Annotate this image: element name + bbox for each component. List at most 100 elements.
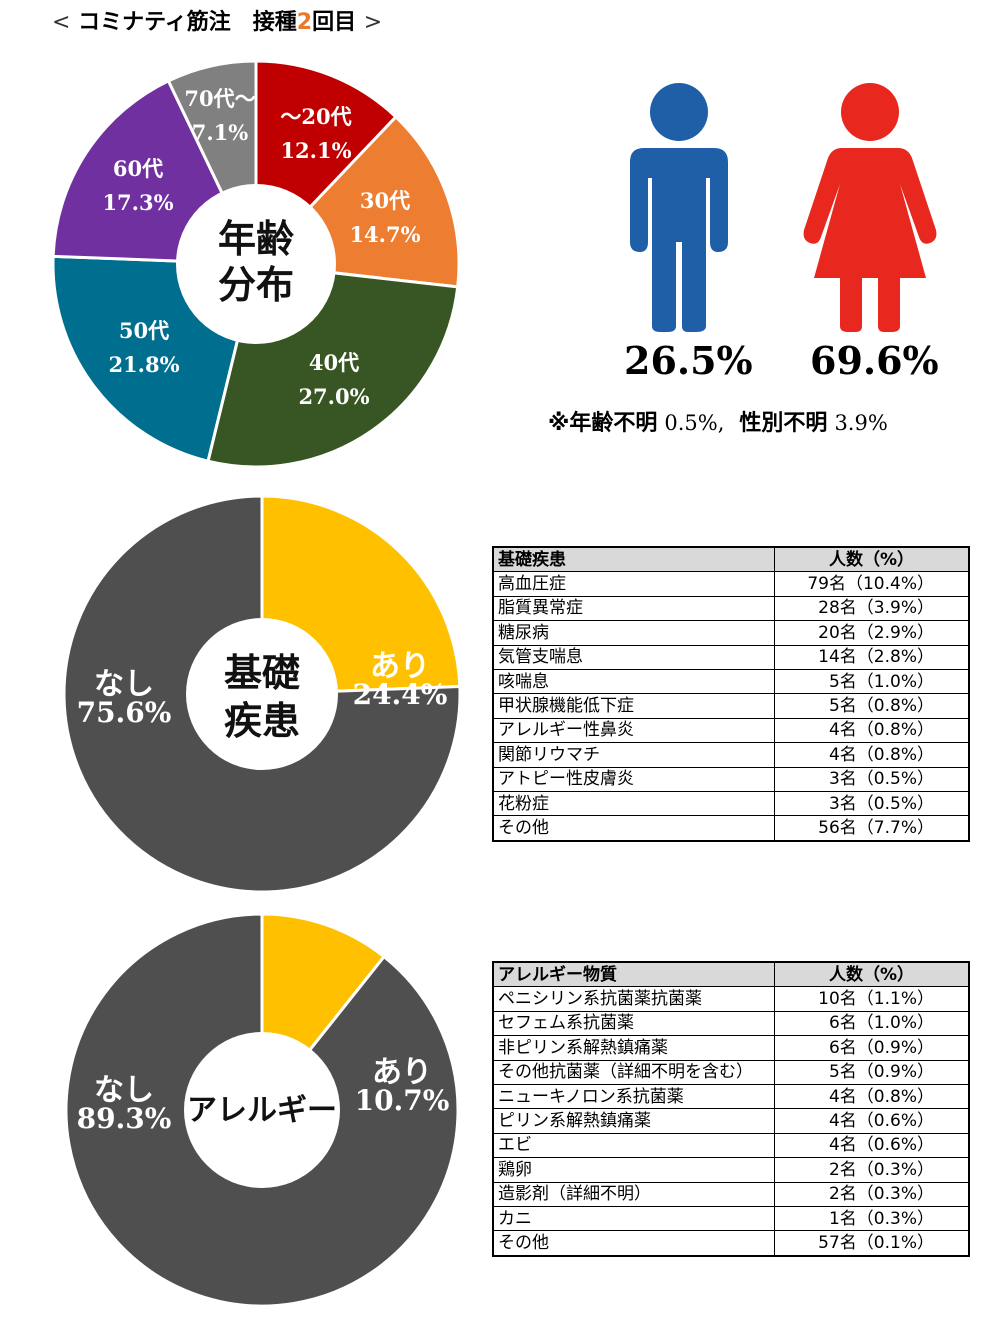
substance-name-cell: ピリン系解熱鎮痛薬 [492, 1108, 775, 1134]
table-header-count: 人数（%） [774, 961, 970, 988]
table-row: 高血圧症 79名（10.4%） [492, 571, 970, 597]
table-row: 甲状腺機能低下症 5名（0.8%） [492, 693, 970, 719]
category-label: なし [94, 1073, 154, 1108]
unknown-gender-label: 性別不明 [739, 411, 828, 436]
unknown-gender-value: 3.9% [834, 411, 888, 435]
female-person-icon [803, 83, 937, 332]
condition-count-cell: 4名（0.8%） [774, 717, 970, 744]
value-label: 24.4% [353, 678, 448, 711]
table-row: 造影剤（詳細不明） 2名（0.3%） [492, 1181, 970, 1207]
condition-name-cell: 関節リウマチ [492, 742, 775, 768]
category-label: 40代 [309, 350, 359, 375]
substance-count-cell: 5名（0.9%） [774, 1059, 970, 1085]
substance-count-cell: 2名（0.3%） [774, 1157, 970, 1183]
substance-name-cell: カニ [492, 1205, 775, 1232]
table-header-row: 基礎疾患 人数（%） [492, 546, 970, 573]
center-label: 基礎 [224, 651, 300, 695]
condition-count-cell: 3名（0.5%） [774, 790, 970, 817]
category-label: 30代 [360, 188, 410, 213]
center-label: 疾患 [224, 699, 300, 743]
substance-count-cell: 6名（1.0%） [774, 1010, 970, 1037]
value-label: 10.7% [355, 1084, 450, 1117]
substance-name-cell: その他 [492, 1230, 775, 1257]
table-row: エビ 4名（0.6%） [492, 1132, 970, 1159]
substance-name-cell: 非ピリン系解熱鎮痛薬 [492, 1035, 775, 1061]
title-open-bracket: < [52, 10, 71, 35]
substance-name-cell: セフェム系抗菌薬 [492, 1010, 775, 1037]
condition-name-cell: 咳喘息 [492, 668, 775, 695]
value-label: 17.3% [102, 190, 173, 215]
condition-count-cell: 5名（1.0%） [774, 668, 970, 695]
age-distribution-donut: 〜20代 12.1% 30代 14.7% 40代 27.0% 50代 21.8% 60代 17.3… [51, 59, 461, 469]
title-text: コミナティ筋注 接種 [78, 10, 297, 35]
allergy-table: アレルギー物質 人数（%） ペニシリン系抗菌薬抗菌薬 10名（1.1%） セフェム系… [492, 961, 970, 1257]
center-label: 年齢 [218, 217, 294, 261]
substance-name-cell: ペニシリン系抗菌薬抗菌薬 [492, 986, 775, 1012]
table-row: 咳喘息 5名（1.0%） [492, 668, 970, 695]
substance-count-cell: 4名（0.8%） [774, 1083, 970, 1110]
male-percentage: 26.5% [624, 338, 753, 383]
value-label: 89.3% [77, 1102, 172, 1135]
table-row: ニューキノロン系抗菌薬 4名（0.8%） [492, 1083, 970, 1110]
table-row: その他抗菌薬（詳細不明を含む） 5名（0.9%） [492, 1059, 970, 1085]
table-row: 非ピリン系解熱鎮痛薬 6名（0.9%） [492, 1035, 970, 1061]
underlying-disease-table: 基礎疾患 人数（%） 高血圧症 79名（10.4%） 脂質異常症 28名（3.9%）糖… [492, 546, 970, 842]
category-label: 70代〜 [184, 86, 255, 111]
table-row: ピリン系解熱鎮痛薬 4名（0.6%） [492, 1108, 970, 1134]
condition-count-cell: 56名（7.7%） [774, 815, 970, 842]
donut-hole [186, 618, 338, 770]
table-row: カニ 1名（0.3%） [492, 1205, 970, 1232]
condition-name-cell: その他 [492, 815, 775, 842]
condition-name-cell: 甲状腺機能低下症 [492, 693, 775, 719]
condition-count-cell: 3名（0.5%） [774, 766, 970, 792]
condition-name-cell: アトピー性皮膚炎 [492, 766, 775, 792]
substance-name-cell: 鶏卵 [492, 1157, 775, 1183]
category-label: 50代 [119, 318, 169, 343]
condition-count-cell: 5名（0.8%） [774, 693, 970, 719]
condition-count-cell: 28名（3.9%） [774, 595, 970, 622]
substance-name-cell: エビ [492, 1132, 775, 1159]
substance-count-cell: 2名（0.3%） [774, 1181, 970, 1207]
table-header-count: 人数（%） [774, 546, 970, 573]
unknown-age-label: ※年齢不明 [548, 411, 658, 436]
condition-name-cell: 花粉症 [492, 790, 775, 817]
table-row: 鶏卵 2名（0.3%） [492, 1157, 970, 1183]
substance-name-cell: その他抗菌薬（詳細不明を含む） [492, 1059, 775, 1085]
substance-count-cell: 57名（0.1%） [774, 1230, 970, 1257]
condition-name-cell: 気管支喘息 [492, 644, 775, 670]
table-row: 脂質異常症 28名（3.9%） [492, 595, 970, 622]
condition-name-cell: 高血圧症 [492, 571, 775, 597]
category-label: あり [372, 1055, 432, 1090]
substance-name-cell: ニューキノロン系抗菌薬 [492, 1083, 775, 1110]
unknown-age-value: 0.5%, [664, 411, 725, 435]
substance-count-cell: 4名（0.6%） [774, 1132, 970, 1159]
substance-count-cell: 1名（0.3%） [774, 1205, 970, 1232]
table-row: ペニシリン系抗菌薬抗菌薬 10名（1.1%） [492, 986, 970, 1012]
category-label: 60代 [113, 156, 163, 181]
center-label: アレルギー [187, 1093, 337, 1128]
female-percentage: 69.6% [810, 338, 939, 383]
table-row: その他 56名（7.7%） [492, 815, 970, 842]
substance-count-cell: 4名（0.6%） [774, 1108, 970, 1134]
title-dose-number: 2 [296, 10, 313, 35]
value-label: 14.7% [349, 222, 420, 247]
table-row: その他 57名（0.1%） [492, 1230, 970, 1257]
table-header-row: アレルギー物質 人数（%） [492, 961, 970, 988]
category-label: 〜20代 [280, 104, 351, 129]
table-row: アレルギー性鼻炎 4名（0.8%） [492, 717, 970, 744]
substance-name-cell: 造影剤（詳細不明） [492, 1181, 775, 1207]
category-label: なし [94, 667, 154, 702]
title-close-bracket: > [363, 10, 383, 35]
value-label: 7.1% [192, 120, 249, 145]
condition-name-cell: 糖尿病 [492, 620, 775, 646]
table-row: セフェム系抗菌薬 6名（1.0%） [492, 1010, 970, 1037]
value-label: 21.8% [108, 352, 179, 377]
table-row: 糖尿病 20名（2.9%） [492, 620, 970, 646]
male-person-icon [630, 83, 728, 332]
value-label: 12.1% [280, 138, 351, 163]
donut-hole [184, 1032, 340, 1188]
table-header-substance: アレルギー物質 [492, 961, 775, 988]
condition-count-cell: 14名（2.8%） [774, 644, 970, 670]
value-label: 27.0% [298, 384, 369, 409]
